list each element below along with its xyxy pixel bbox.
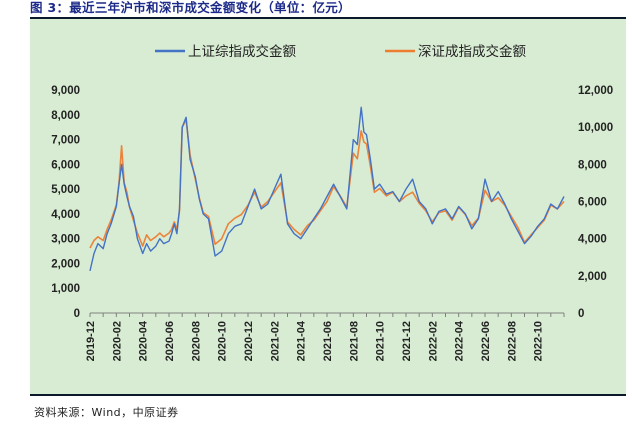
left-tick-label: 5,000 (51, 184, 80, 196)
right-tick-label: 0 (578, 308, 584, 320)
x-tick-label: 2020-06 (164, 321, 176, 361)
right-tick-label: 10,000 (578, 122, 613, 134)
x-tick-label: 2020-04 (138, 320, 150, 361)
x-tick-label: 2020-12 (243, 321, 255, 361)
legend-label: 上证综指成交金额 (188, 43, 296, 59)
x-tick-label: 2021-04 (296, 320, 308, 361)
title-rule (30, 17, 626, 19)
chart-panel: 上证综指成交金额 深证成指成交金额 0 1,000 2,000 3,000 4,000 5,… (30, 19, 626, 394)
left-tick-label: 6,000 (51, 159, 80, 171)
x-tick-label: 2021-06 (322, 321, 334, 361)
right-tick-label: 2,000 (578, 271, 607, 283)
x-tick-label: 2020-08 (190, 321, 202, 361)
chart-svg: 上证综指成交金额 深证成指成交金额 0 1,000 2,000 3,000 4,000 5,… (51, 43, 613, 361)
x-tick-label: 2022-08 (506, 321, 518, 361)
x-tick-label: 2021-08 (348, 321, 360, 361)
right-axis-ticks: 0 2,000 4,000 6,000 8,000 10,000 12,000 (578, 85, 613, 320)
right-tick-label: 4,000 (578, 234, 607, 246)
left-tick-label: 3,000 (51, 234, 80, 246)
left-tick-label: 4,000 (51, 209, 80, 221)
x-tick-label: 2022-06 (480, 321, 492, 361)
x-tick-label: 2022-04 (454, 320, 466, 361)
source-note: 资料来源：Wind，中原证券 (34, 406, 179, 419)
series-line-shanghai (89, 106, 565, 272)
x-tick-label: 2019-12 (85, 321, 97, 361)
x-tick-label: 2021-10 (375, 321, 387, 361)
x-tick-label: 2020-02 (111, 321, 123, 361)
right-tick-label: 8,000 (578, 159, 607, 171)
left-tick-label: 2,000 (51, 258, 80, 270)
series-layer (89, 106, 565, 272)
left-tick-label: 9,000 (51, 85, 80, 97)
x-tick-label: 2021-02 (269, 321, 281, 361)
right-tick-label: 12,000 (578, 85, 613, 97)
right-tick-label: 6,000 (578, 197, 607, 209)
left-tick-label: 1,000 (51, 283, 80, 295)
left-tick-label: 7,000 (51, 135, 80, 147)
x-tick-label: 2022-10 (533, 321, 545, 361)
x-axis-ticks: 2019-12 2020-02 2020-04 2020-06 2020-08 2020-… (85, 313, 565, 361)
left-axis-ticks: 0 1,000 2,000 3,000 4,000 5,000 6,000 7,000 8,00… (51, 85, 80, 320)
source-rule (30, 394, 626, 396)
legend-label: 深证成指成交金额 (418, 43, 526, 59)
legend: 上证综指成交金额 深证成指成交金额 (155, 43, 526, 59)
x-tick-label: 2022-02 (427, 321, 439, 361)
x-tick-label: 2021-12 (401, 321, 413, 361)
left-tick-label: 8,000 (51, 110, 80, 122)
figure-title: 图 3：最近三年沪市和深市成交金额变化（单位：亿元） (30, 0, 351, 15)
x-tick-label: 2020-10 (217, 321, 229, 361)
series-line-shenzhen (89, 118, 565, 249)
left-tick-label: 0 (74, 308, 80, 320)
